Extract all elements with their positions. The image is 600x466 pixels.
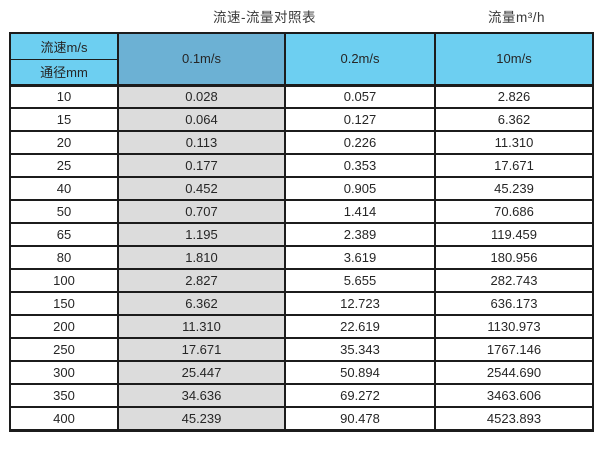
table-header: 流速m/s 0.1m/s 0.2m/s 10m/s 通径mm [9, 32, 594, 86]
flow-cell: 0.353 [284, 153, 436, 178]
flow-cell: 0.113 [117, 130, 286, 155]
table-row: 100 2.827 5.655 282.743 [9, 268, 594, 293]
flow-cell: 0.064 [117, 107, 286, 132]
flow-cell: 34.636 [117, 383, 286, 408]
flow-cell: 0.905 [284, 176, 436, 201]
flow-cell: 0.226 [284, 130, 436, 155]
flow-cell: 2.826 [434, 84, 594, 109]
table-title: 流速-流量对照表 [213, 10, 316, 25]
diameter-cell: 400 [9, 406, 119, 431]
header-col-0.2ms: 0.2m/s [284, 32, 436, 86]
flow-cell: 180.956 [434, 245, 594, 270]
header-velocity-label: 流速m/s [9, 32, 119, 60]
diameter-cell: 300 [9, 360, 119, 385]
diameter-cell: 15 [9, 107, 119, 132]
flow-cell: 12.723 [284, 291, 436, 316]
table-row: 65 1.195 2.389 119.459 [9, 222, 594, 247]
flow-cell: 6.362 [117, 291, 286, 316]
diameter-cell: 25 [9, 153, 119, 178]
flow-cell: 636.173 [434, 291, 594, 316]
diameter-cell: 65 [9, 222, 119, 247]
flow-cell: 22.619 [284, 314, 436, 339]
flow-cell: 11.310 [117, 314, 286, 339]
table-body: 10 0.028 0.057 2.826 15 0.064 0.127 6.36… [9, 84, 594, 431]
header-col-10ms: 10m/s [434, 32, 594, 86]
flow-cell: 0.452 [117, 176, 286, 201]
table-row: 200 11.310 22.619 1130.973 [9, 314, 594, 339]
flow-cell: 3.619 [284, 245, 436, 270]
flow-cell: 50.894 [284, 360, 436, 385]
flow-cell: 0.127 [284, 107, 436, 132]
flow-cell: 0.177 [117, 153, 286, 178]
flow-cell: 1.810 [117, 245, 286, 270]
diameter-cell: 150 [9, 291, 119, 316]
flow-cell: 4523.893 [434, 406, 594, 431]
diameter-cell: 200 [9, 314, 119, 339]
flow-cell: 119.459 [434, 222, 594, 247]
diameter-cell: 100 [9, 268, 119, 293]
flow-cell: 0.028 [117, 84, 286, 109]
flow-cell: 1767.146 [434, 337, 594, 362]
table-row: 15 0.064 0.127 6.362 [9, 107, 594, 132]
flow-cell: 90.478 [284, 406, 436, 431]
table-row: 25 0.177 0.353 17.671 [9, 153, 594, 178]
table-row: 80 1.810 3.619 180.956 [9, 245, 594, 270]
flow-cell: 35.343 [284, 337, 436, 362]
table-row: 350 34.636 69.272 3463.606 [9, 383, 594, 408]
flow-cell: 70.686 [434, 199, 594, 224]
header-col-0.1ms: 0.1m/s [117, 32, 286, 86]
flow-cell: 1.195 [117, 222, 286, 247]
table-row: 50 0.707 1.414 70.686 [9, 199, 594, 224]
flow-cell: 11.310 [434, 130, 594, 155]
table-row: 20 0.113 0.226 11.310 [9, 130, 594, 155]
flow-cell: 3463.606 [434, 383, 594, 408]
flow-cell: 1130.973 [434, 314, 594, 339]
flow-cell: 69.272 [284, 383, 436, 408]
diameter-cell: 50 [9, 199, 119, 224]
diameter-cell: 80 [9, 245, 119, 270]
flow-cell: 2.389 [284, 222, 436, 247]
flow-rate-table: 流速m/s 0.1m/s 0.2m/s 10m/s 通径mm 10 0.028 … [9, 32, 594, 432]
table-row: 250 17.671 35.343 1767.146 [9, 337, 594, 362]
flow-cell: 17.671 [434, 153, 594, 178]
table-row: 150 6.362 12.723 636.173 [9, 291, 594, 316]
diameter-cell: 10 [9, 84, 119, 109]
diameter-cell: 20 [9, 130, 119, 155]
flow-cell: 2.827 [117, 268, 286, 293]
table-row: 300 25.447 50.894 2544.690 [9, 360, 594, 385]
flow-cell: 0.707 [117, 199, 286, 224]
flow-cell: 0.057 [284, 84, 436, 109]
header-row-diameter: 通径mm [9, 58, 593, 86]
flow-cell: 45.239 [117, 406, 286, 431]
flow-cell: 25.447 [117, 360, 286, 385]
flow-cell: 282.743 [434, 268, 594, 293]
flow-unit-label: 流量m³/h [488, 10, 545, 25]
header-diameter-label: 通径mm [9, 58, 119, 86]
flow-cell: 1.414 [284, 199, 436, 224]
flow-cell: 5.655 [284, 268, 436, 293]
flow-cell: 6.362 [434, 107, 594, 132]
diameter-cell: 350 [9, 383, 119, 408]
flow-cell: 17.671 [117, 337, 286, 362]
header-row-velocity: 流速m/s 0.1m/s 0.2m/s 10m/s [9, 32, 594, 86]
table-row: 10 0.028 0.057 2.826 [9, 84, 594, 109]
flow-cell: 45.239 [434, 176, 594, 201]
table-row: 40 0.452 0.905 45.239 [9, 176, 594, 201]
flow-cell: 2544.690 [434, 360, 594, 385]
diameter-cell: 40 [9, 176, 119, 201]
table-row: 400 45.239 90.478 4523.893 [9, 406, 594, 431]
diameter-cell: 250 [9, 337, 119, 362]
